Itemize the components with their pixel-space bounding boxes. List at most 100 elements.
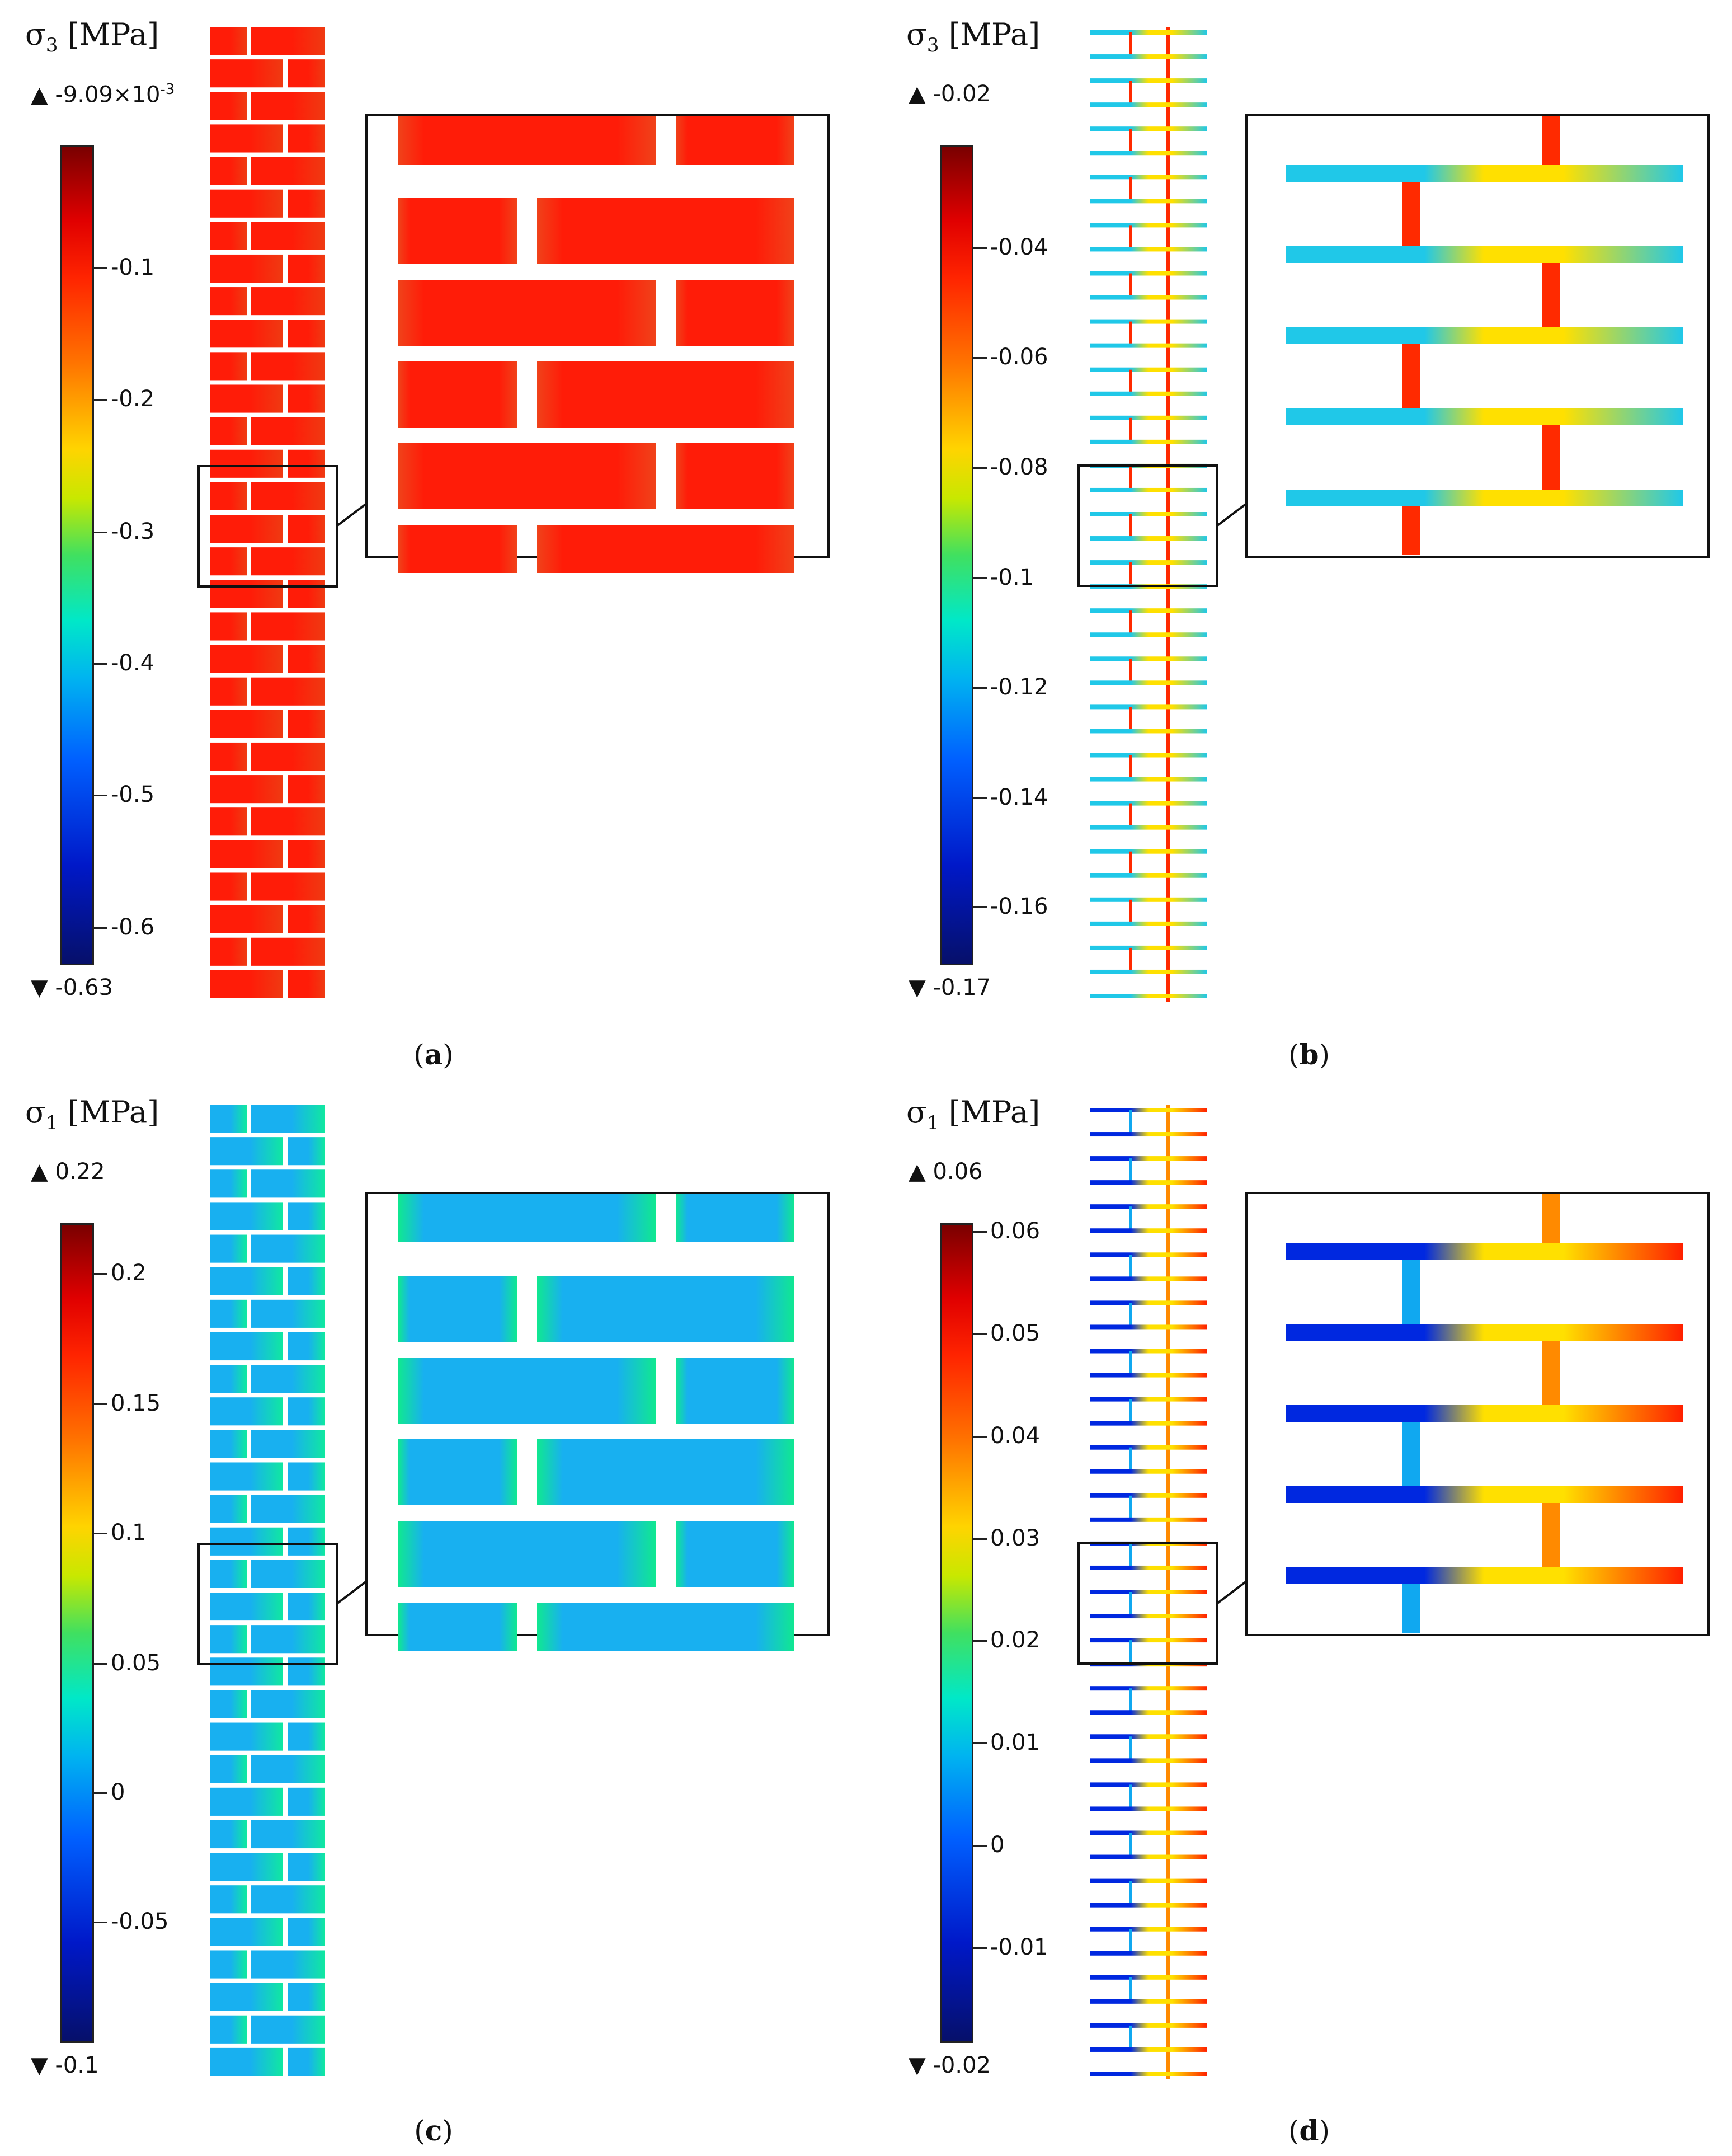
brick [288,1462,325,1491]
colorbar-tick-label: -0.12 [990,674,1048,700]
frame-horizontal-member [1090,1108,1207,1112]
colorbar-tick [973,1640,987,1642]
frame-vertical-member [1129,1833,1132,1857]
frame-vertical-member [1129,1206,1132,1231]
brick [251,27,325,55]
frame-horizontal-member [1090,1951,1207,1956]
brick [210,612,247,641]
brick [251,1299,325,1328]
frame-horizontal-member [1090,126,1207,131]
brick [210,515,283,543]
zoom-connector-line [1216,1580,1248,1605]
max-triangle-icon: ▲ [31,1159,48,1185]
inset-horizontal-member [1286,327,1683,344]
panel-b: σ3 [MPa] ▲ -0.02 -0.04 -0.06 -0.08 -0.1 … [866,0,1732,1078]
colorbar-tick [973,577,987,579]
frame-horizontal-member [1090,54,1207,59]
brick [210,2047,283,2076]
brick [210,1202,283,1230]
frame-horizontal-member [1090,560,1207,565]
inset-horizontal-member [1286,1567,1683,1584]
frame-vertical-member [1129,81,1132,105]
frame-horizontal-member [1090,1421,1207,1426]
brick [251,1105,325,1133]
brick [251,1625,325,1654]
colorbar-tick [973,1845,987,1847]
colorbar-tick-label: 0.06 [990,1218,1041,1244]
frame-horizontal-member [1090,1565,1207,1570]
color-bar [940,1223,973,2043]
frame-horizontal-member [1090,921,1207,926]
inset-vertical-member [1402,498,1420,555]
frame-horizontal-member [1090,295,1207,300]
brick [210,449,283,478]
frame-horizontal-member [1090,1349,1207,1354]
frame-horizontal-member [1090,825,1207,830]
brick [210,1983,283,2011]
brick [210,1885,247,1914]
brick [288,1787,325,1816]
colorbar-tick [973,1231,987,1233]
frame-vertical-member [1129,369,1132,394]
frame-horizontal-member [1090,1204,1207,1209]
brick [288,1137,325,1166]
frame-vertical-member [1129,1399,1132,1424]
brick [288,970,325,998]
frame-horizontal-member [1090,1469,1207,1474]
inset-brick [676,1194,794,1242]
frame-horizontal-member [1090,897,1207,902]
inset-brick [537,1603,794,1651]
colorbar-tick [973,247,987,249]
frame-horizontal-member [1090,223,1207,228]
brick [210,710,283,738]
inset-brick [676,1358,794,1424]
brick [210,1234,247,1263]
frame-vertical-member [1129,610,1132,635]
colorbar-tick [94,267,107,269]
max-value-label: ▲ 0.22 [31,1159,105,1185]
inset-vertical-member [1402,1413,1420,1495]
colorbar-tick [94,795,107,796]
inset-brick [398,1603,517,1651]
brick [251,482,325,510]
brick [288,515,325,543]
frame-horizontal-member [1090,1854,1207,1859]
brick [251,547,325,576]
frame-horizontal-member [1090,1156,1207,1161]
inset-vertical-member [1542,417,1560,498]
brick [251,1365,325,1393]
brick [288,1202,325,1230]
frame-vertical-member [1129,129,1132,153]
brick [210,482,247,510]
brick [210,1365,247,1393]
max-triangle-icon: ▲ [31,82,48,108]
inset-horizontal-member [1286,408,1683,425]
frame-horizontal-member [1090,1180,1207,1185]
colorbar-tick [94,663,107,665]
brick [210,1625,247,1654]
frame-horizontal-member [1090,704,1207,710]
brick [210,1397,283,1426]
inset-vertical-member [1542,116,1560,175]
colorbar-tick [94,1273,107,1275]
panel-a: σ3 [MPa] ▲ -9.09×10-3 -0.1 -0.2 -0.3 -0.… [0,0,866,1078]
inset-brick [398,361,517,428]
colorbar-tick [94,1922,107,1923]
frame-horizontal-member [1090,777,1207,782]
frame-vertical-member [1129,659,1132,683]
colorbar-tick [973,1742,987,1744]
colorbar-tick [94,1663,107,1665]
colorbar-tick-label: 0.1 [111,1520,147,1546]
colorbar-tick-label: -0.08 [990,454,1048,480]
colorbar-tick [973,1947,987,1949]
brick [288,775,325,804]
frame-vertical-member [1129,1351,1132,1375]
frame-horizontal-member [1090,1806,1207,1811]
frame-vertical-member [1129,1640,1132,1665]
colorbar-tick-label: -0.3 [111,519,155,544]
brick [210,157,247,185]
min-triangle-icon: ▼ [31,975,48,1001]
brick [210,59,283,88]
colorbar-tick [94,927,107,929]
frame-vertical-member [1129,755,1132,779]
